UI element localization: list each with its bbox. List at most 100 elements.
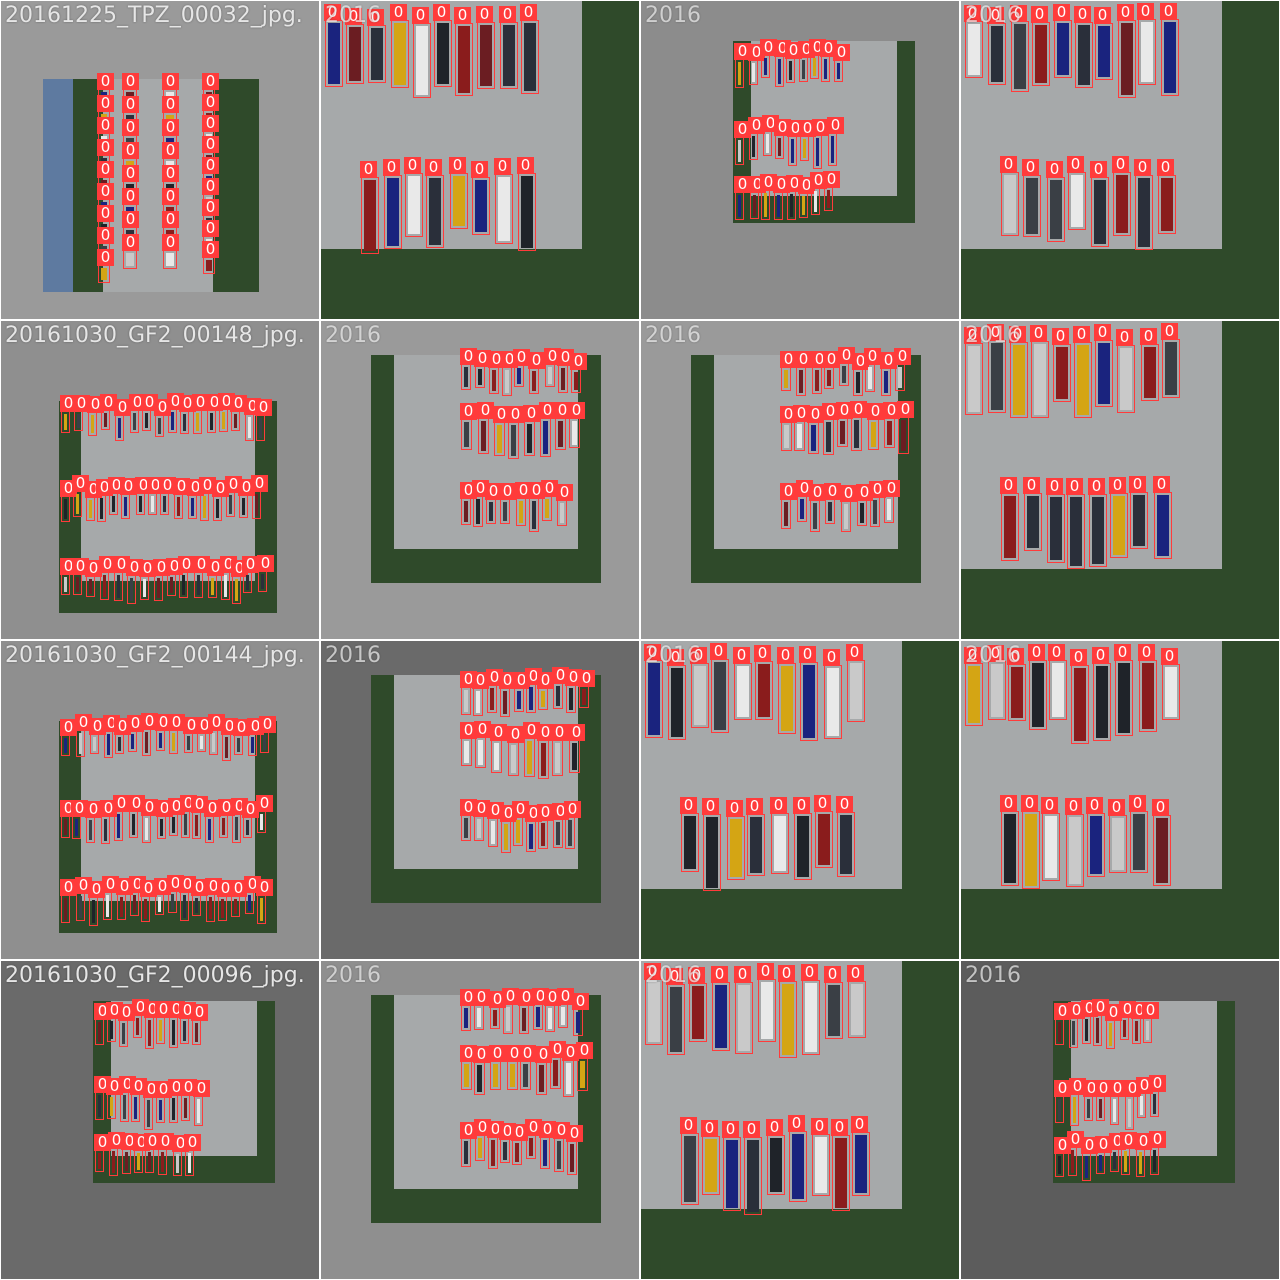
car [408,176,420,234]
car [103,575,106,597]
class-label: 0 [822,403,839,420]
car-detection-box: 0 [73,395,90,431]
car-detection-box: 0 [1094,7,1113,80]
overlapping-filename: 2016 [645,963,701,988]
class-label: 0 [140,880,157,897]
car [212,733,215,752]
car-detection-box: 0 [667,649,686,740]
car [130,578,133,601]
car-detection-box: 0 [964,327,983,415]
car [237,738,240,752]
car [91,415,94,433]
car-detection-box: 0 [191,796,208,839]
car [464,741,469,763]
car [172,1020,175,1045]
image-tile: 0 0 0 0 0 0 0 0 0 0 0 0 0 0 0 0 0 0 0 2016 [641,961,959,1279]
car [730,819,742,877]
car-detection-box: 0 [247,718,264,756]
car-detection-box: 0 [507,726,524,776]
class-label: 0 [1092,647,1109,664]
car-detection-box: 0 [793,405,810,451]
class-label: 0 [471,161,488,178]
car [110,1021,113,1039]
car [529,687,533,710]
class-label: 0 [202,241,219,258]
class-label: 0 [537,804,554,821]
car-detection-box: 0 [141,394,158,431]
car [248,417,251,438]
car-detection-box: 0 [383,159,402,249]
class-label: 0 [454,7,471,24]
car-detection-box: 0 [225,476,242,517]
class-label: 0 [1000,477,1017,494]
car [476,691,480,713]
car [991,26,1003,82]
car-detection-box: 0 [99,556,116,600]
car [188,1153,191,1173]
car [555,743,560,773]
car [671,668,683,737]
class-label: 0 [153,559,170,576]
car-detection-box: 0 [811,351,828,394]
class-label: 0 [192,394,209,411]
car [714,662,726,730]
car-detection-box: 0 [1136,1077,1153,1118]
car [558,421,563,447]
class-label: 0 [544,989,561,1006]
car [89,579,92,594]
car-detection-box: 0 [760,39,777,78]
car [541,743,546,776]
car [234,414,237,428]
car [515,1143,519,1162]
car [648,663,660,735]
car [464,690,468,712]
class-label: 0 [1149,1075,1166,1092]
overlapping-filename: 2016 [645,323,701,348]
car-detection-box: 0 [539,402,556,457]
class-label: 0 [539,402,556,419]
car [477,1008,481,1027]
car [177,497,180,516]
car [802,196,805,215]
class-label: 0 [202,157,219,174]
class-label: 0 [525,1119,542,1136]
class-label: 0 [1046,161,1063,178]
car-detection-box: 0 [701,1120,720,1195]
car [464,501,468,522]
car-detection-box: 0 [734,966,753,1054]
class-label: 0 [780,483,797,500]
class-label: 0 [1010,5,1027,22]
class-label: 0 [1067,1131,1084,1148]
class-label: 0 [155,1081,172,1098]
car-detection-box: 0 [156,800,173,839]
car [197,575,200,595]
car [235,817,238,840]
car-detection-box: 0 [570,353,587,393]
car [1090,816,1102,874]
car [161,1152,164,1172]
car-detection-box: 0 [539,1121,556,1169]
car [684,1136,696,1202]
car [1058,1156,1061,1174]
car-detection-box: 0 [823,649,842,739]
class-label: 0 [1086,797,1103,814]
car [117,814,120,838]
car [519,501,523,523]
class-label: 0 [810,172,827,189]
car-detection-box: 0 [1052,328,1071,402]
class-label: 0 [162,165,179,182]
car [1045,816,1057,878]
car-detection-box: 0 [460,799,477,841]
car-detection-box: 0 [144,1001,161,1049]
car-detection-box: 0 [502,988,519,1034]
car-detection-box: 0 [126,559,143,604]
class-label: 0 [1116,329,1133,346]
car-detection-box: 0 [1054,1003,1071,1045]
car-detection-box: 0 [87,396,104,436]
car-detection-box: 0 [1129,795,1148,873]
car-detection-box: 0 [460,671,477,715]
car-detection-box: 0 [133,1134,150,1173]
image-filename: 20161225_TPZ_00032_jpg. [5,3,303,28]
